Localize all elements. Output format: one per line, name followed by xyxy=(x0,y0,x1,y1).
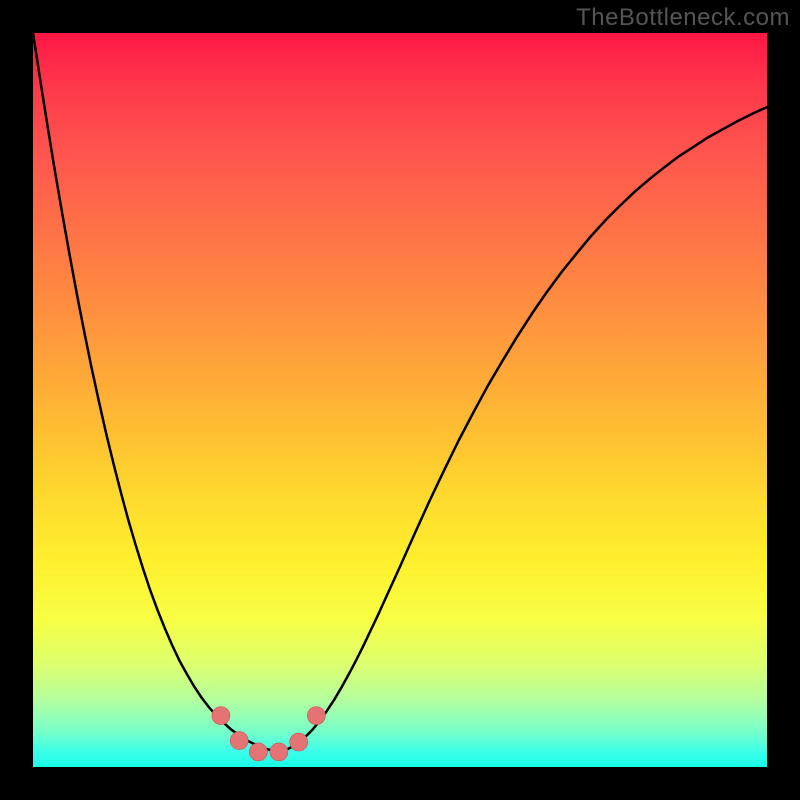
marker-dot xyxy=(290,733,308,751)
marker-dot xyxy=(212,707,230,725)
marker-dot xyxy=(307,707,325,725)
bottleneck-curve xyxy=(33,33,767,752)
chart-overlay xyxy=(0,0,800,800)
watermark-text: TheBottleneck.com xyxy=(576,4,790,32)
chart-container: TheBottleneck.com xyxy=(0,0,800,800)
marker-dot xyxy=(230,732,248,750)
marker-dot xyxy=(249,743,267,761)
marker-dot xyxy=(270,743,288,761)
